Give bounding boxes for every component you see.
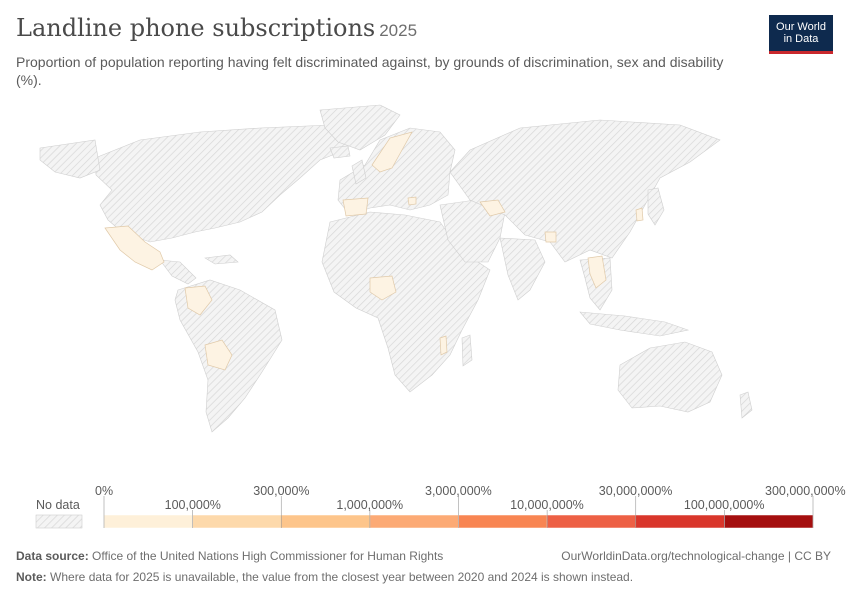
new-zealand[interactable] xyxy=(739,391,753,419)
source-text[interactable]: Office of the United Nations High Commis… xyxy=(92,549,444,563)
legend-upper-label-3: 30,000,000% xyxy=(598,484,673,498)
greenland[interactable] xyxy=(319,104,401,151)
country-bosnia[interactable] xyxy=(407,196,417,206)
legend-bin-5[interactable] xyxy=(546,514,636,529)
title-text: Landline phone subscriptions xyxy=(16,14,376,42)
world-map xyxy=(39,104,753,433)
north-america[interactable] xyxy=(94,124,361,243)
iceland[interactable] xyxy=(329,145,351,159)
logo-line-1: Our World xyxy=(776,21,826,33)
chart-title: Landline phone subscriptions 2025 xyxy=(16,14,417,42)
legend-bin-7[interactable] xyxy=(724,514,814,529)
country-malawi[interactable] xyxy=(439,335,448,356)
madagascar[interactable] xyxy=(461,334,473,367)
country-bangladesh[interactable] xyxy=(544,231,557,243)
country-spain[interactable] xyxy=(342,197,369,217)
legend-tick-marks xyxy=(103,496,814,528)
caribbean[interactable] xyxy=(204,254,239,265)
legend-upper-label-1: 300,000% xyxy=(253,484,310,498)
legend-bin-6[interactable] xyxy=(635,514,725,529)
legend-bin-3[interactable] xyxy=(369,514,459,529)
chart-subtitle: Proportion of population reporting havin… xyxy=(16,54,724,88)
india[interactable] xyxy=(499,237,546,301)
legend-lower-label-1: 1,000,000% xyxy=(336,498,404,512)
indonesia[interactable] xyxy=(579,311,690,337)
legend-bin-0[interactable] xyxy=(103,514,193,529)
country-mexico[interactable] xyxy=(104,225,165,271)
legend-lower-label-2: 10,000,000% xyxy=(510,498,584,512)
footer-link[interactable]: OurWorldinData.org/technological-change … xyxy=(561,549,831,563)
footer-note: Note: Where data for 2025 is unavailable… xyxy=(16,570,633,584)
central-america[interactable] xyxy=(159,259,197,285)
logo-line-2: in Data xyxy=(783,33,819,45)
legend-bins xyxy=(103,514,814,529)
australia[interactable] xyxy=(617,341,723,413)
legend-bin-4[interactable] xyxy=(458,514,548,529)
legend-bin-2[interactable] xyxy=(281,514,371,529)
japan[interactable] xyxy=(647,187,665,226)
legend-lower-label-3: 100,000,000% xyxy=(683,498,765,512)
footer-source: Data source: Office of the United Nation… xyxy=(16,549,443,563)
country-nigeria[interactable] xyxy=(369,275,397,301)
country-korea[interactable] xyxy=(635,207,644,222)
legend-no-data-swatch xyxy=(35,514,83,529)
country-norway-sweden[interactable] xyxy=(371,131,413,173)
legend-upper-label-0: 0% xyxy=(95,484,114,498)
country-uzbekistan[interactable] xyxy=(479,199,506,217)
legend-upper-label-4: 300,000,000% xyxy=(765,484,846,498)
legend-upper-label-2: 3,000,000% xyxy=(425,484,492,498)
owid-logo[interactable]: Our World in Data xyxy=(769,15,833,54)
title-year: 2025 xyxy=(379,21,418,40)
country-bolivia[interactable] xyxy=(204,339,233,371)
country-colombia[interactable] xyxy=(184,285,213,316)
legend-graphic xyxy=(35,496,814,529)
legend-bin-1[interactable] xyxy=(192,514,282,529)
legend-lower-label-0: 100,000% xyxy=(164,498,221,512)
color-legend: No data 0% 300,000% 3,000,000% 30,000,000% 3… xyxy=(0,480,850,530)
source-label: Data source: xyxy=(16,549,89,563)
legend-no-data-label: No data xyxy=(36,498,80,512)
note-label: Note: xyxy=(16,570,47,584)
africa[interactable] xyxy=(321,211,491,393)
uk[interactable] xyxy=(351,159,367,185)
alaska[interactable] xyxy=(39,139,101,179)
country-thailand[interactable] xyxy=(587,255,607,289)
note-text: Where data for 2025 is unavailable, the … xyxy=(50,570,634,584)
